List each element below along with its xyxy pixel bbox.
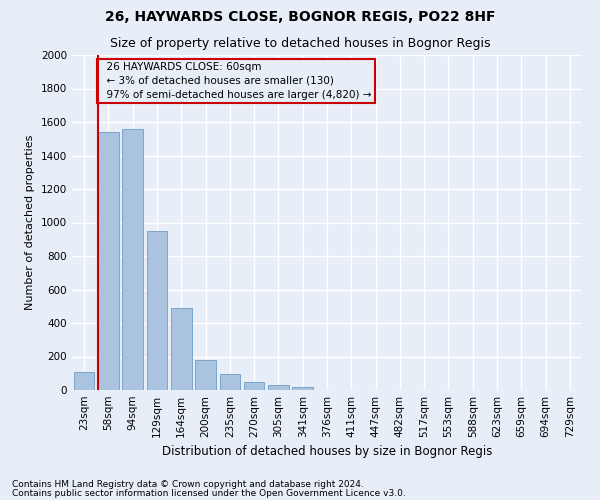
- Bar: [171, 308, 191, 390]
- Bar: [244, 382, 265, 390]
- Bar: [146, 231, 167, 390]
- Text: 26, HAYWARDS CLOSE, BOGNOR REGIS, PO22 8HF: 26, HAYWARDS CLOSE, BOGNOR REGIS, PO22 8…: [105, 10, 495, 24]
- Bar: [122, 128, 143, 390]
- Text: Size of property relative to detached houses in Bognor Regis: Size of property relative to detached ho…: [110, 38, 490, 51]
- Text: 26 HAYWARDS CLOSE: 60sqm
  ← 3% of detached houses are smaller (130)
  97% of se: 26 HAYWARDS CLOSE: 60sqm ← 3% of detache…: [100, 62, 371, 100]
- Bar: [98, 132, 119, 390]
- Text: Contains HM Land Registry data © Crown copyright and database right 2024.: Contains HM Land Registry data © Crown c…: [12, 480, 364, 489]
- Bar: [74, 372, 94, 390]
- Bar: [220, 374, 240, 390]
- Text: Contains public sector information licensed under the Open Government Licence v3: Contains public sector information licen…: [12, 489, 406, 498]
- Bar: [268, 385, 289, 390]
- Y-axis label: Number of detached properties: Number of detached properties: [25, 135, 35, 310]
- Bar: [195, 360, 216, 390]
- X-axis label: Distribution of detached houses by size in Bognor Regis: Distribution of detached houses by size …: [162, 446, 492, 458]
- Bar: [292, 386, 313, 390]
